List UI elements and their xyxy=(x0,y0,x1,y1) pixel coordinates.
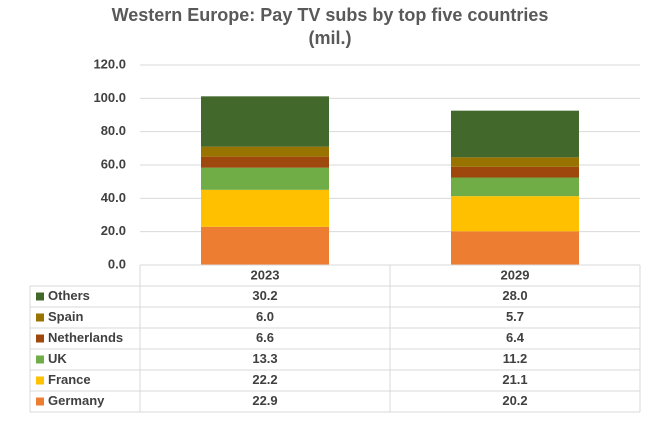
bar-segment xyxy=(201,226,329,265)
bar-segment xyxy=(451,166,579,178)
chart-subtitle: (mil.) xyxy=(309,28,352,48)
table-value: 11.2 xyxy=(503,351,528,366)
bar-segment xyxy=(451,177,579,197)
legend-label: Others xyxy=(48,288,90,303)
table-value: 6.6 xyxy=(256,330,274,345)
category-label: 2029 xyxy=(501,267,530,282)
bar-segment xyxy=(201,167,329,190)
bar-segment xyxy=(451,231,579,265)
category-label: 2023 xyxy=(251,267,280,282)
y-tick-label: 0.0 xyxy=(108,256,126,271)
bar-segment xyxy=(201,146,329,157)
table-value: 22.2 xyxy=(252,372,277,387)
bar-segment xyxy=(201,96,329,147)
legend-label: Spain xyxy=(48,309,83,324)
table-value: 13.3 xyxy=(252,351,277,366)
y-tick-label: 20.0 xyxy=(101,223,126,238)
table-value: 30.2 xyxy=(252,288,277,303)
y-tick-label: 120.0 xyxy=(93,56,126,71)
table-value: 6.0 xyxy=(256,309,274,324)
table-value: 21.1 xyxy=(502,372,527,387)
y-tick-label: 100.0 xyxy=(93,90,126,105)
bar-segment xyxy=(201,189,329,227)
table-value: 5.7 xyxy=(506,309,524,324)
table-value: 20.2 xyxy=(502,393,527,408)
legend-label: Germany xyxy=(48,393,105,408)
legend-label: UK xyxy=(48,351,67,366)
chart-title: Western Europe: Pay TV subs by top five … xyxy=(112,5,549,25)
bar-segment xyxy=(201,156,329,168)
y-tick-label: 60.0 xyxy=(101,156,126,171)
y-tick-label: 80.0 xyxy=(101,123,126,138)
legend-swatch xyxy=(36,376,44,385)
table-value: 28.0 xyxy=(502,288,527,303)
table-value: 22.9 xyxy=(252,393,277,408)
legend-swatch xyxy=(36,292,44,301)
legend-label: France xyxy=(48,372,91,387)
bar-segment xyxy=(451,157,579,167)
bar-segment xyxy=(451,196,579,232)
legend-swatch xyxy=(36,355,44,364)
table-value: 6.4 xyxy=(506,330,525,345)
y-tick-label: 40.0 xyxy=(101,190,126,205)
legend-swatch xyxy=(36,397,44,406)
legend-swatch xyxy=(36,313,44,322)
legend-swatch xyxy=(36,334,44,343)
legend-label: Netherlands xyxy=(48,330,123,345)
bar-segment xyxy=(451,110,579,158)
